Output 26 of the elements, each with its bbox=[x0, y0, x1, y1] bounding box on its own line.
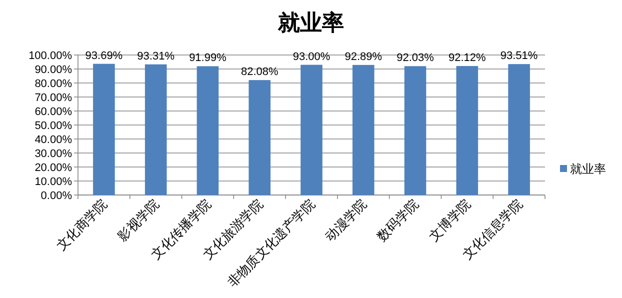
data-label: 82.08% bbox=[240, 66, 278, 78]
y-tick-label: 90.00% bbox=[34, 64, 72, 76]
x-tick-label: 影视学院 bbox=[114, 196, 162, 244]
x-tick-label: 动漫学院 bbox=[322, 196, 370, 244]
data-label: 92.89% bbox=[344, 50, 382, 63]
y-tick-label: 20.00% bbox=[34, 162, 72, 174]
y-tick-label: 0.00% bbox=[40, 190, 72, 202]
data-label: 91.99% bbox=[189, 52, 227, 64]
x-tick-label: 数码学院 bbox=[374, 196, 422, 244]
data-label: 93.69% bbox=[85, 50, 123, 62]
y-tick-label: 10.00% bbox=[34, 176, 72, 188]
data-label: 92.03% bbox=[396, 52, 434, 64]
y-tick-label: 50.00% bbox=[34, 120, 72, 132]
y-tick-label: 70.00% bbox=[34, 92, 72, 104]
y-tick-label: 40.00% bbox=[34, 134, 72, 146]
chart-title: 就业率 bbox=[277, 10, 344, 35]
data-label: 93.00% bbox=[292, 50, 330, 63]
y-tick-label: 60.00% bbox=[34, 106, 72, 118]
y-tick-label: 100.00% bbox=[28, 50, 72, 62]
legend-label: 就业率 bbox=[570, 162, 606, 176]
y-tick-label: 80.00% bbox=[34, 78, 72, 90]
data-label: 92.12% bbox=[448, 52, 486, 64]
x-tick-label: 文博学院 bbox=[426, 196, 474, 244]
y-tick-label: 30.00% bbox=[34, 148, 72, 160]
data-label: 93.31% bbox=[137, 50, 175, 62]
data-label: 93.51% bbox=[500, 50, 538, 62]
